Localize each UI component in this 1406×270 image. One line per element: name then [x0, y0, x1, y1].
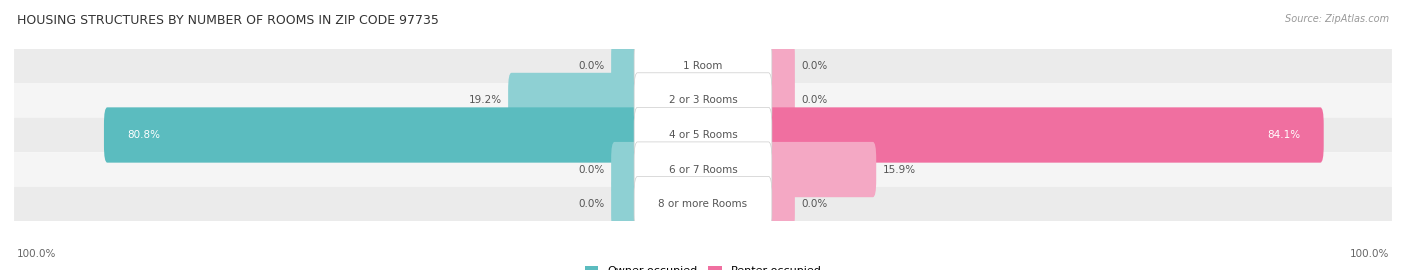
- FancyBboxPatch shape: [14, 83, 1392, 118]
- FancyBboxPatch shape: [634, 73, 772, 128]
- Text: 0.0%: 0.0%: [578, 199, 605, 209]
- FancyBboxPatch shape: [765, 177, 794, 232]
- FancyBboxPatch shape: [765, 73, 794, 128]
- Text: 0.0%: 0.0%: [801, 61, 828, 71]
- Text: 19.2%: 19.2%: [468, 95, 502, 106]
- FancyBboxPatch shape: [765, 38, 794, 93]
- FancyBboxPatch shape: [634, 38, 772, 93]
- FancyBboxPatch shape: [634, 177, 772, 232]
- FancyBboxPatch shape: [14, 118, 1392, 152]
- Text: 84.1%: 84.1%: [1268, 130, 1301, 140]
- FancyBboxPatch shape: [765, 142, 876, 197]
- Text: 15.9%: 15.9%: [883, 164, 915, 175]
- Text: 0.0%: 0.0%: [578, 61, 605, 71]
- FancyBboxPatch shape: [634, 142, 772, 197]
- Text: 100.0%: 100.0%: [1350, 249, 1389, 259]
- FancyBboxPatch shape: [634, 107, 772, 163]
- FancyBboxPatch shape: [612, 177, 641, 232]
- FancyBboxPatch shape: [508, 73, 641, 128]
- Text: 0.0%: 0.0%: [578, 164, 605, 175]
- Text: 8 or more Rooms: 8 or more Rooms: [658, 199, 748, 209]
- Text: 2 or 3 Rooms: 2 or 3 Rooms: [669, 95, 737, 106]
- Text: HOUSING STRUCTURES BY NUMBER OF ROOMS IN ZIP CODE 97735: HOUSING STRUCTURES BY NUMBER OF ROOMS IN…: [17, 14, 439, 26]
- FancyBboxPatch shape: [14, 152, 1392, 187]
- FancyBboxPatch shape: [612, 142, 641, 197]
- FancyBboxPatch shape: [14, 49, 1392, 83]
- FancyBboxPatch shape: [765, 107, 1323, 163]
- FancyBboxPatch shape: [14, 187, 1392, 221]
- FancyBboxPatch shape: [612, 38, 641, 93]
- Text: 100.0%: 100.0%: [17, 249, 56, 259]
- Text: 1 Room: 1 Room: [683, 61, 723, 71]
- Text: 4 or 5 Rooms: 4 or 5 Rooms: [669, 130, 737, 140]
- Text: 6 or 7 Rooms: 6 or 7 Rooms: [669, 164, 737, 175]
- Text: 0.0%: 0.0%: [801, 199, 828, 209]
- FancyBboxPatch shape: [104, 107, 641, 163]
- Text: Source: ZipAtlas.com: Source: ZipAtlas.com: [1285, 14, 1389, 23]
- Text: 80.8%: 80.8%: [127, 130, 160, 140]
- Text: 0.0%: 0.0%: [801, 95, 828, 106]
- Legend: Owner-occupied, Renter-occupied: Owner-occupied, Renter-occupied: [585, 266, 821, 270]
